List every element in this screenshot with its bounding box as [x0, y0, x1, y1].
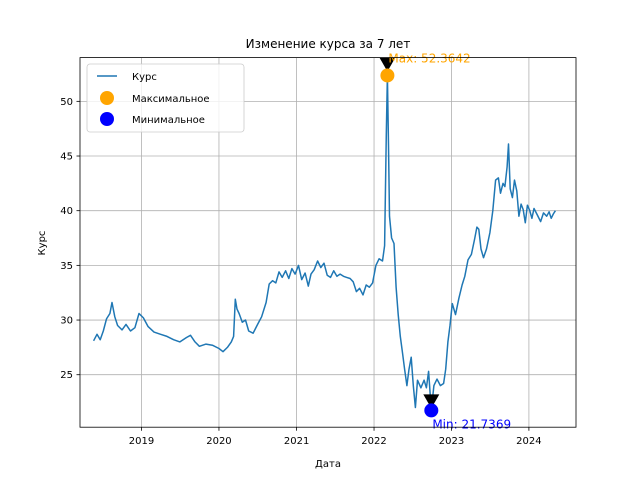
x-tick-label: 2024 — [516, 436, 541, 447]
legend-max-marker-icon — [100, 91, 114, 105]
x-tick-label: 2023 — [439, 436, 464, 447]
max-annotation: Max: 52.3642 — [388, 51, 470, 65]
y-tick-label: 40 — [60, 206, 73, 217]
x-tick-label: 2021 — [284, 436, 309, 447]
y-tick-label: 35 — [60, 261, 73, 272]
x-tick-label: 2020 — [206, 436, 231, 447]
max-arrow-icon — [379, 57, 396, 72]
plot-area-frame — [79, 57, 577, 428]
x-tick-label: 2019 — [129, 436, 154, 447]
y-axis-label: Курс — [37, 231, 48, 256]
min-point-marker — [424, 403, 439, 418]
x-tick-label: 2022 — [361, 436, 386, 447]
legend-entry-min: Минимальное — [132, 115, 205, 126]
y-tick-label: 45 — [60, 152, 73, 163]
legend: Курс Максимальное Минимальное — [86, 63, 245, 133]
axis-ticks: 2019 2020 2021 2022 2023 2024 25 30 35 40 45 50 — [60, 97, 541, 447]
legend-min-marker-icon — [100, 112, 114, 126]
y-tick-label: 30 — [60, 316, 73, 327]
x-axis-label: Дата — [315, 459, 341, 470]
min-annotation: Min: 21.7369 — [432, 417, 511, 431]
legend-box — [86, 63, 245, 133]
y-tick-label: 25 — [60, 370, 73, 381]
min-arrow-icon — [423, 394, 440, 409]
chart-title: Изменение курса за 7 лет — [246, 37, 411, 51]
series-line-kurs — [92, 74, 557, 412]
y-tick-label: 50 — [60, 97, 73, 108]
legend-entry-max: Максимальное — [132, 94, 210, 105]
max-point-marker — [380, 68, 395, 83]
legend-entry-series: Курс — [132, 72, 157, 83]
extreme-markers: Max: 52.3642 Min: 21.7369 — [379, 51, 511, 431]
